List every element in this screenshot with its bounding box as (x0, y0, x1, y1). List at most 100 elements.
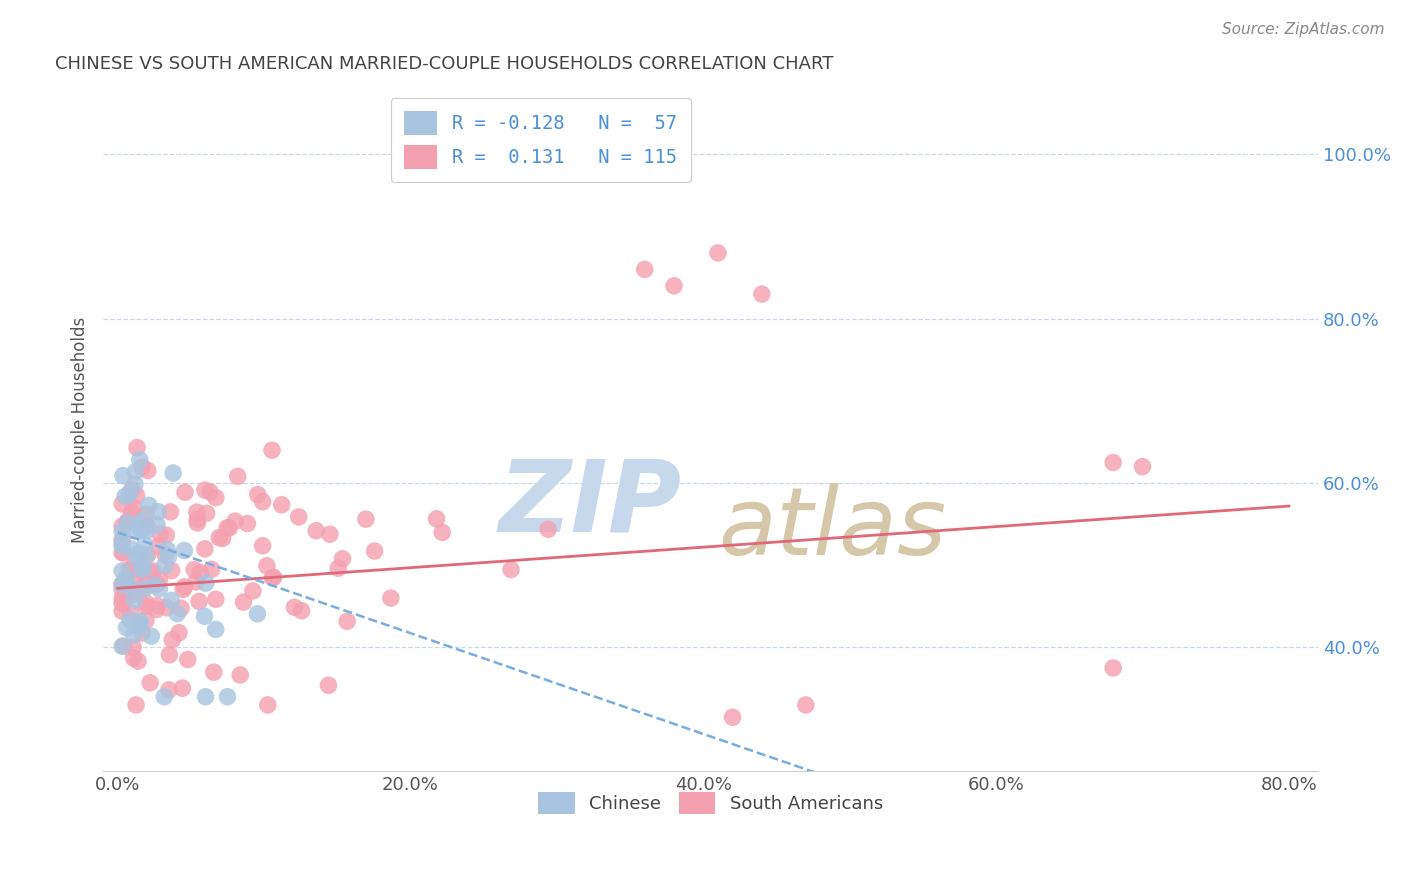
Point (122, 501, 145, 516)
Point (236, 516, 259, 531)
Text: atlas: atlas (718, 483, 946, 574)
Point (173, 580, 195, 594)
Point (122, 651, 145, 665)
Point (112, 546, 135, 560)
Point (162, 632, 184, 647)
Point (157, 549, 180, 564)
Y-axis label: Married-couple Households: Married-couple Households (72, 317, 89, 542)
Point (160, 564, 183, 578)
Point (141, 629, 163, 643)
Point (246, 607, 269, 621)
Point (1132, 459, 1154, 474)
Point (127, 551, 149, 566)
Point (363, 544, 385, 558)
Point (432, 525, 454, 540)
Point (156, 542, 179, 557)
Point (121, 542, 143, 557)
Point (124, 524, 146, 538)
Point (332, 551, 354, 566)
Point (136, 463, 159, 477)
Point (287, 510, 309, 524)
Point (115, 571, 138, 585)
Point (183, 563, 205, 577)
Point (122, 640, 145, 655)
Point (132, 513, 155, 527)
Point (115, 621, 138, 635)
Point (111, 468, 134, 483)
Point (118, 487, 141, 501)
Point (380, 591, 402, 606)
Point (111, 597, 134, 611)
Point (145, 602, 167, 616)
Point (135, 507, 157, 521)
Point (125, 698, 148, 712)
Point (132, 561, 155, 575)
Point (115, 574, 138, 589)
Point (217, 521, 239, 535)
Point (170, 601, 193, 615)
Point (111, 577, 134, 591)
Point (142, 564, 165, 578)
Point (252, 494, 274, 508)
Point (155, 548, 177, 562)
Point (751, 287, 773, 301)
Point (336, 615, 359, 629)
Point (262, 571, 284, 585)
Point (194, 576, 217, 591)
Point (118, 580, 141, 594)
Point (127, 617, 149, 632)
Point (121, 483, 143, 497)
Point (138, 499, 160, 513)
Point (111, 539, 134, 553)
Point (136, 548, 159, 562)
Point (148, 539, 170, 553)
Point (156, 600, 179, 615)
Point (111, 533, 134, 547)
Text: ZIP: ZIP (498, 455, 682, 552)
Point (111, 497, 134, 511)
Point (149, 527, 172, 541)
Point (177, 652, 200, 666)
Point (131, 522, 153, 536)
Point (256, 558, 278, 573)
Point (662, 278, 685, 293)
Point (128, 453, 150, 467)
Point (202, 665, 225, 680)
Point (252, 539, 274, 553)
Point (1102, 456, 1125, 470)
Point (193, 609, 215, 624)
Point (204, 592, 226, 607)
Point (270, 498, 292, 512)
Point (721, 710, 744, 724)
Point (354, 512, 377, 526)
Point (291, 604, 314, 618)
Point (318, 678, 340, 692)
Point (229, 668, 252, 682)
Point (794, 698, 817, 712)
Point (128, 617, 150, 632)
Point (139, 675, 162, 690)
Point (134, 538, 156, 552)
Point (194, 690, 217, 704)
Point (173, 543, 195, 558)
Point (111, 564, 134, 578)
Point (190, 566, 212, 580)
Point (129, 564, 152, 578)
Point (127, 517, 149, 532)
Point (305, 524, 328, 538)
Point (111, 582, 134, 597)
Point (186, 516, 208, 530)
Point (129, 523, 152, 537)
Point (204, 623, 226, 637)
Point (155, 528, 177, 542)
Point (174, 485, 197, 500)
Point (143, 578, 166, 592)
Point (117, 516, 139, 530)
Point (111, 640, 134, 654)
Point (117, 580, 139, 594)
Point (1102, 661, 1125, 675)
Point (122, 559, 145, 574)
Point (146, 599, 169, 613)
Point (162, 466, 184, 480)
Point (157, 682, 180, 697)
